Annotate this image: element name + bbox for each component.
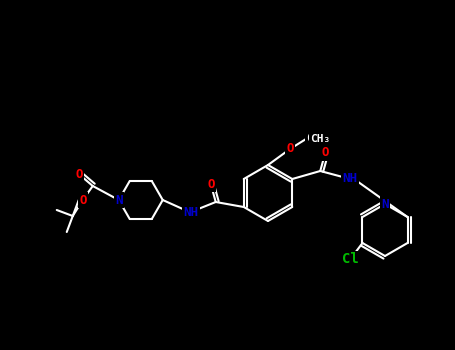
Text: O: O <box>79 194 86 206</box>
Text: O: O <box>75 168 82 181</box>
Text: O: O <box>207 177 214 190</box>
Text: CH₃: CH₃ <box>306 133 329 146</box>
Text: NH: NH <box>343 173 358 186</box>
Text: N: N <box>381 197 389 210</box>
Text: Cl: Cl <box>342 252 359 266</box>
Text: O: O <box>322 147 329 160</box>
Text: CH₃: CH₃ <box>310 134 330 144</box>
Text: O: O <box>286 142 294 155</box>
Text: NH: NH <box>183 205 198 218</box>
Text: N: N <box>115 194 122 206</box>
